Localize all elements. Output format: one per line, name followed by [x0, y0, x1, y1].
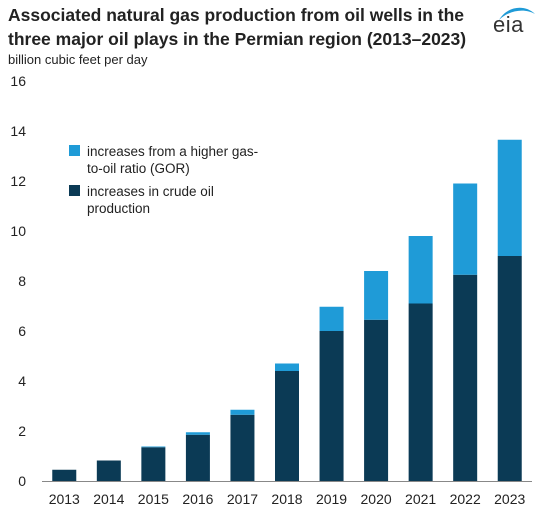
bar-crude-2013	[52, 469, 77, 481]
x-tick-label: 2013	[49, 491, 80, 507]
x-tick-label: 2021	[405, 491, 436, 507]
bar-gor-2015	[141, 446, 166, 448]
logo-swoosh-icon	[499, 7, 535, 20]
legend-label-crude: increases in crude oil production	[87, 184, 214, 216]
x-tick-label: 2022	[450, 491, 481, 507]
legend-item-crude: increases in crude oil production	[69, 183, 269, 217]
legend-swatch-gor	[69, 145, 80, 156]
legend-item-gor: increases from a higher gas-to-oil ratio…	[69, 143, 269, 177]
bar-gor-2016	[185, 432, 210, 435]
bar-gor-2018	[275, 363, 299, 371]
logo-text: eia	[493, 12, 524, 37]
x-tick-label: 2014	[93, 491, 124, 507]
legend-swatch-crude	[69, 185, 80, 196]
x-tick-label: 2017	[227, 491, 258, 507]
bar-crude-2014	[96, 460, 121, 481]
y-tick-label: 16	[10, 73, 26, 89]
y-tick-label: 0	[18, 473, 26, 489]
bar-crude-2023	[497, 256, 522, 481]
bar-crude-2019	[319, 331, 344, 481]
x-tick-label: 2023	[494, 491, 525, 507]
bar-crude-2020	[364, 319, 389, 481]
bar-crude-2015	[141, 447, 166, 481]
bar-gor-2023	[497, 139, 522, 256]
chart-title: Associated natural gas production from o…	[8, 5, 467, 49]
y-tick-label: 12	[10, 173, 26, 189]
bar-crude-2021	[408, 303, 433, 481]
bar-crude-2017	[230, 414, 255, 481]
bar-gor-2017	[230, 409, 255, 415]
y-tick-label: 14	[10, 123, 26, 139]
y-tick-label: 8	[18, 273, 26, 289]
bar-crude-2018	[275, 371, 299, 481]
y-tick-label: 2	[18, 423, 26, 439]
x-tick-label: 2019	[316, 491, 347, 507]
x-tick-label: 2015	[138, 491, 169, 507]
legend-label-gor: increases from a higher gas-to-oil ratio…	[87, 144, 259, 176]
bar-crude-2016	[185, 434, 210, 481]
bar-gor-2021	[408, 236, 433, 304]
y-tick-label: 10	[10, 223, 26, 239]
y-axis-label: billion cubic feet per day	[8, 52, 148, 67]
x-tick-label: 2020	[361, 491, 392, 507]
x-tick-label: 2018	[271, 491, 302, 507]
bar-gor-2022	[453, 183, 478, 275]
bar-gor-2019	[319, 306, 344, 331]
bar-crude-2022	[453, 274, 478, 481]
eia-logo: eia	[493, 4, 537, 38]
bar-gor-2020	[364, 271, 389, 320]
y-tick-label: 4	[18, 373, 26, 389]
y-tick-label: 6	[18, 323, 26, 339]
legend: increases from a higher gas-to-oil ratio…	[69, 143, 269, 223]
x-tick-label: 2016	[182, 491, 213, 507]
